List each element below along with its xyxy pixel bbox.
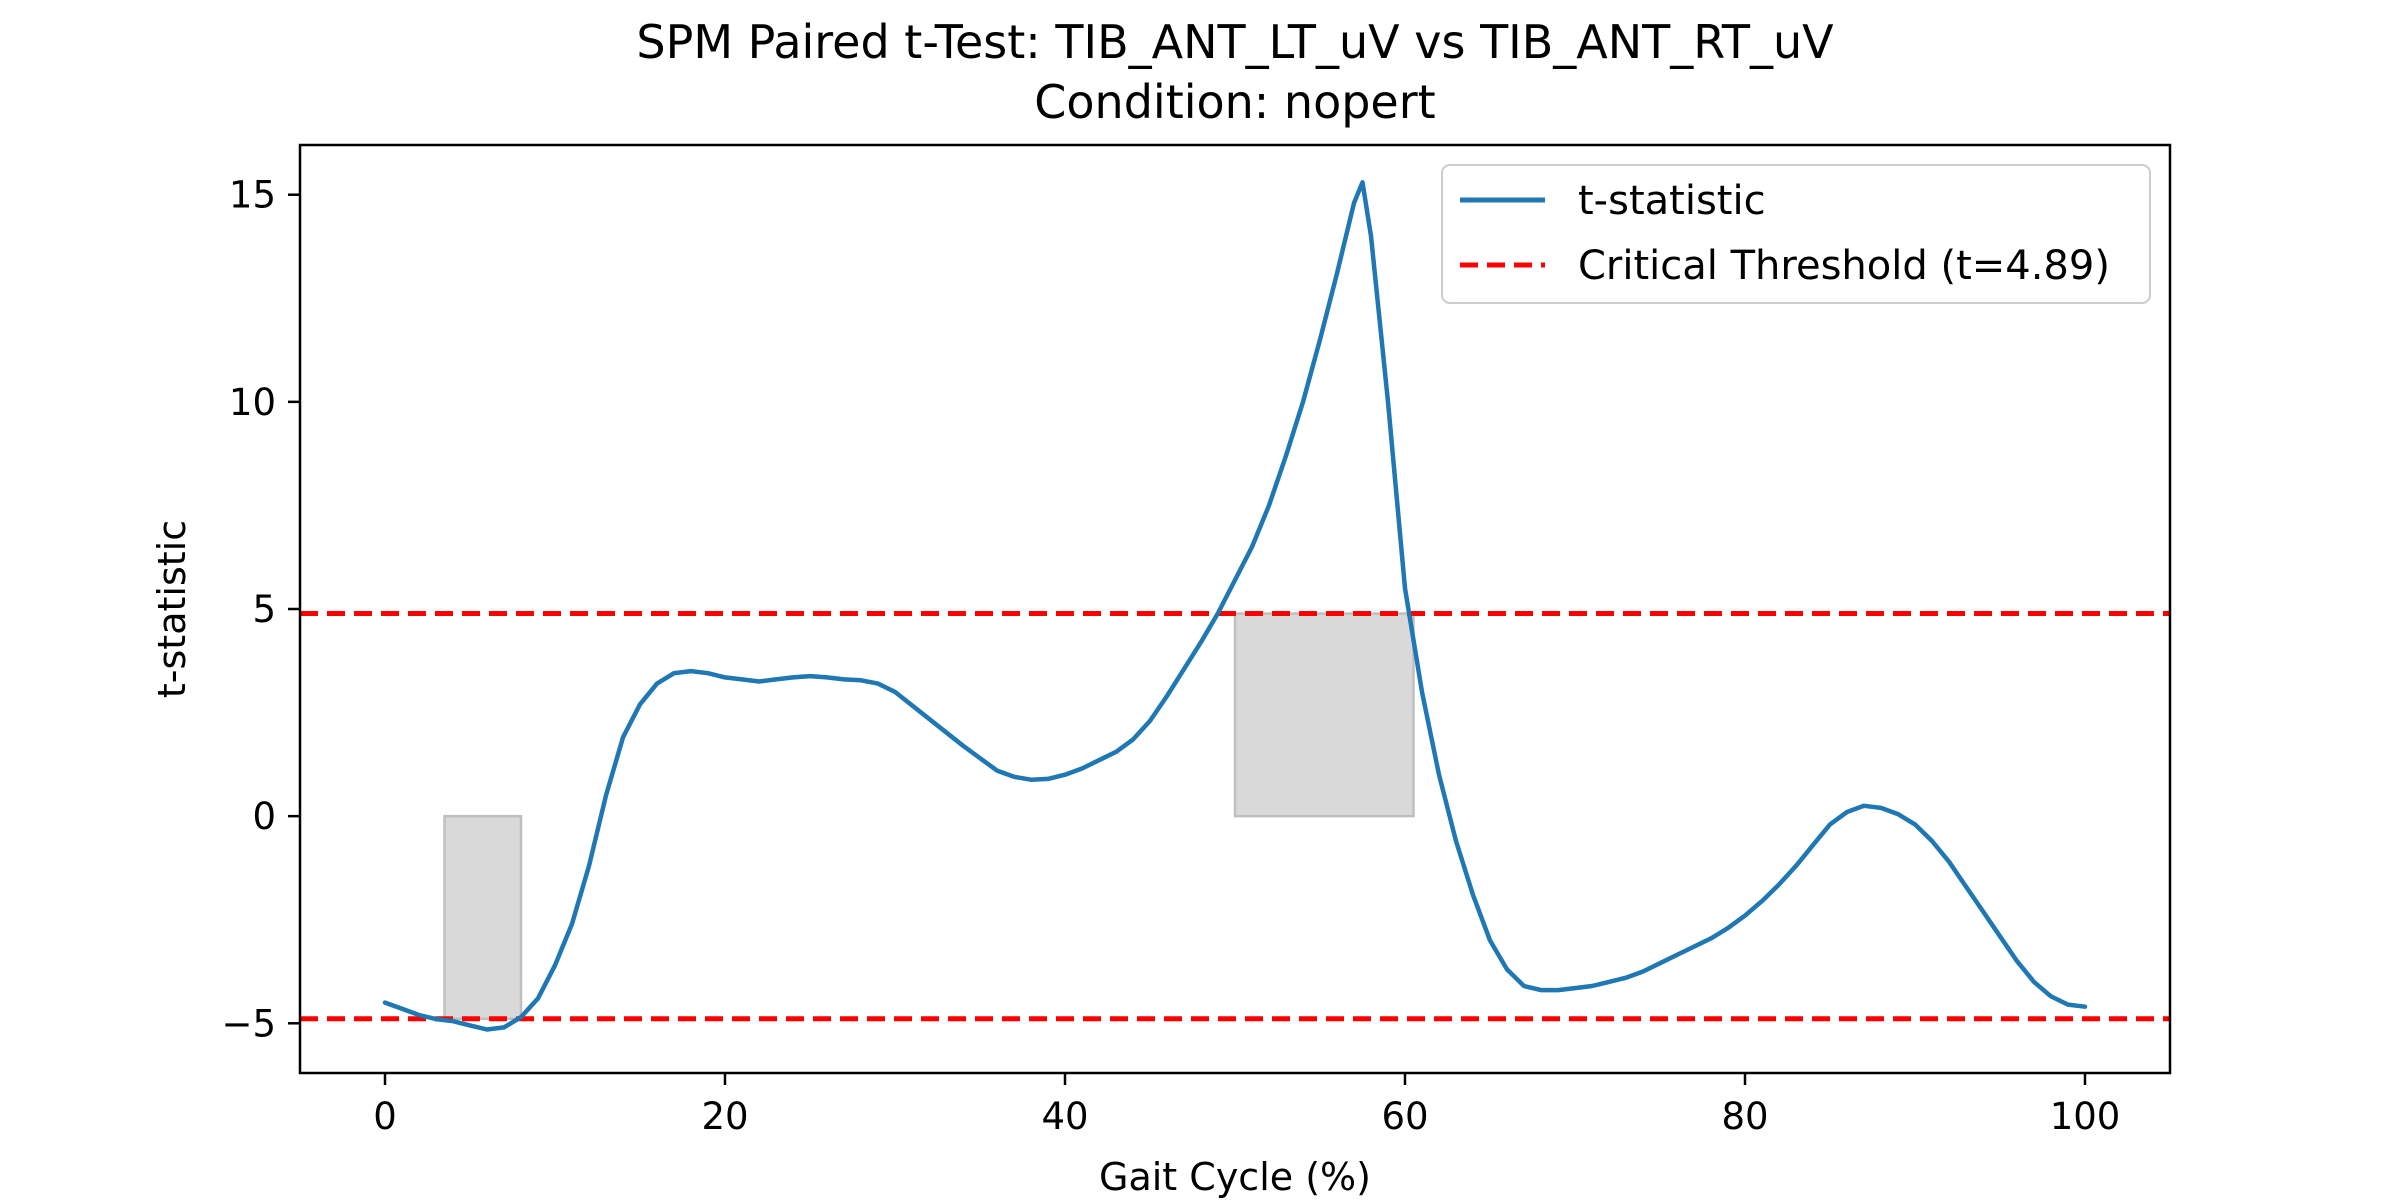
x-tick-label: 60 [1381, 1095, 1428, 1138]
x-axis-ticks: 0 20 40 60 80 100 [373, 1073, 2120, 1138]
y-axis-ticks: −5 0 5 10 15 [221, 174, 300, 1045]
x-tick-label: 40 [1041, 1095, 1088, 1138]
chart-subtitle: Condition: nopert [1034, 75, 1435, 129]
y-tick-label: 10 [229, 381, 276, 424]
cluster-0 [443, 814, 523, 1020]
chart-title: SPM Paired t-Test: TIB_ANT_LT_uV vs TIB_… [636, 15, 1834, 69]
y-tick-label: 15 [229, 174, 276, 217]
x-tick-label: 80 [1721, 1095, 1768, 1138]
x-tick-label: 100 [2050, 1095, 2121, 1138]
y-axis-label: t-statistic [150, 520, 194, 698]
y-tick-label: 5 [252, 588, 276, 631]
clusters [443, 612, 1415, 1020]
cluster-1 [1233, 612, 1415, 818]
threshold-lines [300, 611, 2170, 1022]
x-axis-label: Gait Cycle (%) [1099, 1155, 1371, 1199]
series-line-t-statistic [382, 180, 2088, 1032]
series-lines [382, 180, 2088, 1032]
legend-label-critical-threshold: Critical Threshold (t=4.89) [1578, 243, 2110, 289]
legend-box [1441, 164, 2151, 304]
legend-label-t-statistic: t-statistic [1578, 178, 1766, 224]
y-tick-label: −5 [221, 1002, 276, 1045]
x-tick-label: 20 [701, 1095, 748, 1138]
legend: t-statistic Critical Threshold (t=4.89) [1441, 164, 2151, 304]
x-tick-label: 0 [373, 1095, 397, 1138]
y-tick-label: 0 [252, 795, 276, 838]
